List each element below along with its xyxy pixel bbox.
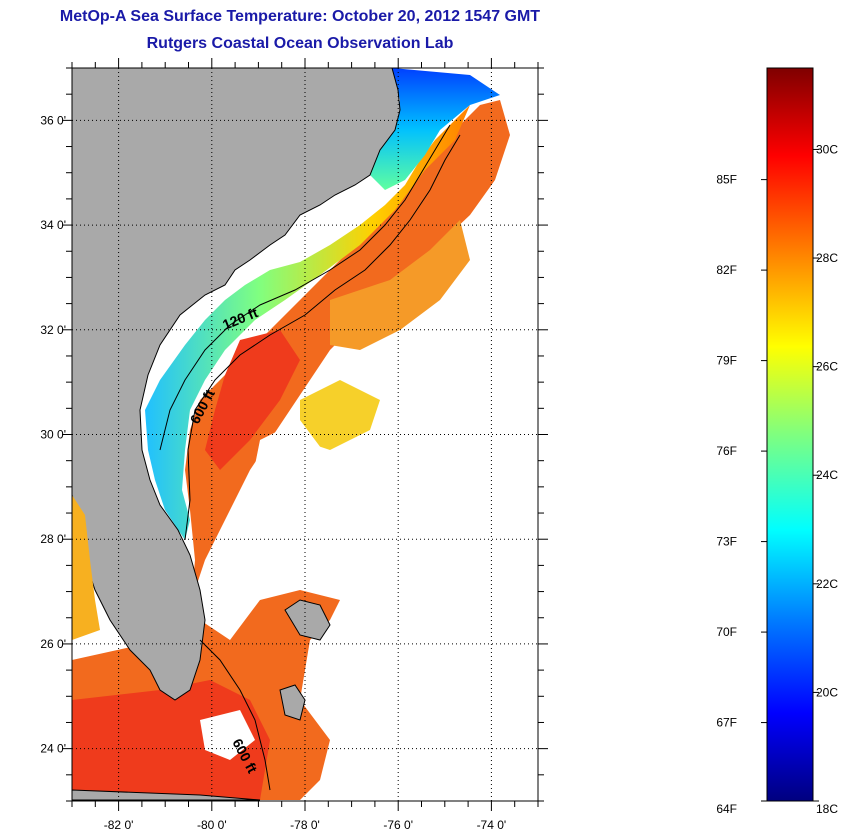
colorbar-f-label: 79F <box>716 354 737 368</box>
colorbar-ticks: 85F 82F 79F 76F 73F 70F 67F 64F 30C 28C 26C 24C 22C 2… <box>716 142 838 816</box>
lon-tick-label: -74 0' <box>477 818 507 832</box>
graticule <box>72 68 538 801</box>
colorbar-f-label: 67F <box>716 716 737 730</box>
colorbar-c-label: 20C <box>816 685 838 699</box>
contour-120ft <box>159 124 451 451</box>
lon-tick-label: -82 0' <box>104 818 134 832</box>
cloud-patch <box>200 710 255 760</box>
colorbar-c-label: 30C <box>816 142 838 156</box>
axis-ticks: -82 0' -80 0' -78 0' -76 0' -74 0' 24 0' 26 0'… <box>40 58 548 832</box>
colorbar-c-label: 28C <box>816 251 838 265</box>
colorbar <box>766 67 814 802</box>
lat-tick-label: 30 0' <box>40 428 66 442</box>
lat-tick-label: 36 0' <box>40 113 66 127</box>
cloud-patch <box>250 420 330 540</box>
colorbar-c-label: 18C <box>816 802 838 816</box>
contour-600ft <box>184 134 461 541</box>
sst-yellow-offshore <box>300 380 380 450</box>
sst-warm-core <box>72 680 270 800</box>
colorbar-f-label: 70F <box>716 625 737 639</box>
sst-cold-north <box>370 68 500 190</box>
sst-warm-offshore <box>330 220 470 350</box>
colorbar-f-label: 64F <box>716 802 737 816</box>
colorbar-f-label: 76F <box>716 444 737 458</box>
map-title: MetOp-A Sea Surface Temperature: October… <box>59 8 541 25</box>
land-southeast-us <box>72 68 401 701</box>
lon-tick-label: -78 0' <box>290 818 320 832</box>
lat-tick-label: 26 0' <box>40 637 66 651</box>
lat-tick-label: 32 0' <box>40 323 66 337</box>
lon-tick-label: -80 0' <box>197 818 227 832</box>
lat-tick-label: 34 0' <box>40 218 66 232</box>
map-subtitle: Rutgers Coastal Ocean Observation Lab <box>146 35 454 52</box>
contour-600ft-south <box>199 639 271 791</box>
colorbar-f-label: 73F <box>716 535 737 549</box>
colorbar-c-label: 24C <box>816 468 838 482</box>
lat-tick-label: 28 0' <box>40 532 66 546</box>
sst-gulf-strip <box>72 495 100 640</box>
sst-coastal-band <box>145 105 470 540</box>
cloud-patch <box>230 550 290 600</box>
land-bahamas-2 <box>279 684 306 721</box>
lat-tick-label: 24 0' <box>40 742 66 756</box>
colorbar-c-label: 26C <box>816 360 838 374</box>
colorbar-c-label: 22C <box>816 577 838 591</box>
lon-tick-label: -76 0' <box>383 818 413 832</box>
colorbar-f-label: 82F <box>716 263 737 277</box>
land-bahamas <box>284 599 331 641</box>
colorbar-f-label: 85F <box>716 173 737 187</box>
